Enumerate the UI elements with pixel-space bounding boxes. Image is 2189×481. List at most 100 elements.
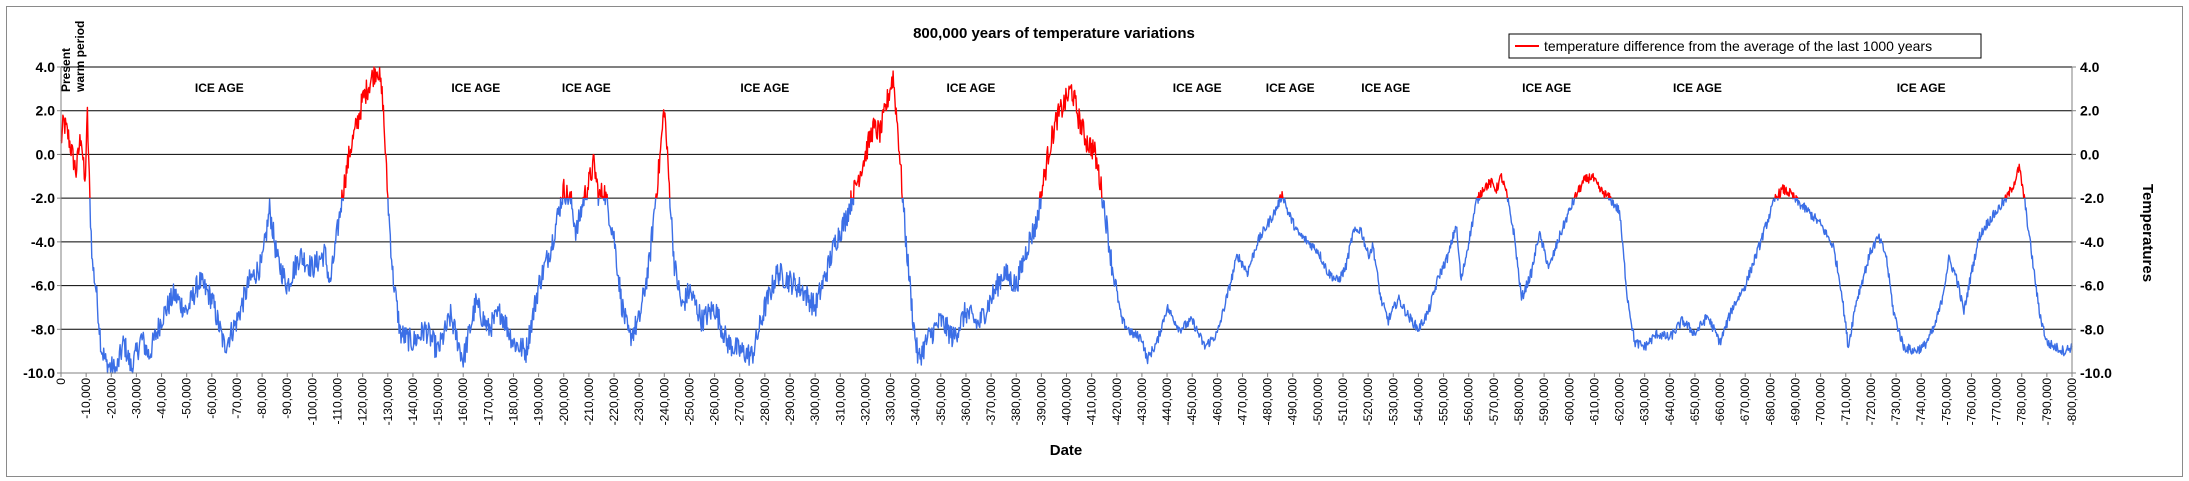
x-tick-label: -180,000 bbox=[506, 378, 520, 426]
cold-segment-45 bbox=[1476, 198, 1480, 204]
x-tick-label: -80,000 bbox=[255, 378, 269, 419]
x-tick-label: -170,000 bbox=[481, 378, 495, 426]
x-tick-label: -700,000 bbox=[1814, 378, 1828, 426]
x-tick-label: -650,000 bbox=[1688, 378, 1702, 426]
x-tick-label: -360,000 bbox=[959, 378, 973, 426]
x-tick-label: -630,000 bbox=[1638, 378, 1652, 426]
warm-segment-60 bbox=[1777, 184, 1794, 199]
x-tick-label: -300,000 bbox=[808, 378, 822, 426]
x-tick-label: -120,000 bbox=[356, 378, 370, 426]
warm-segment-4 bbox=[342, 66, 389, 199]
cold-segment-1 bbox=[89, 198, 343, 374]
y-tick-label-left: 0.0 bbox=[36, 146, 56, 162]
x-tick-label: -310,000 bbox=[833, 378, 847, 426]
x-tick-label: -90,000 bbox=[280, 378, 294, 419]
legend: temperature difference from the average … bbox=[1508, 33, 1982, 59]
x-tick-label: -610,000 bbox=[1587, 378, 1601, 426]
x-tick-label: -660,000 bbox=[1713, 378, 1727, 426]
cold-segment-19 bbox=[585, 197, 588, 201]
x-tick-label: -680,000 bbox=[1763, 378, 1777, 426]
ice-age-label: ICE AGE bbox=[562, 81, 611, 95]
warm-segment-0 bbox=[60, 106, 91, 199]
x-tick-label: -420,000 bbox=[1110, 378, 1124, 426]
y-tick-label-right: -6.0 bbox=[2080, 278, 2104, 294]
x-tick-label: -470,000 bbox=[1235, 378, 1249, 426]
x-tick-label: -370,000 bbox=[984, 378, 998, 426]
cold-segment-21 bbox=[597, 198, 600, 207]
x-tick-label: -550,000 bbox=[1437, 378, 1451, 426]
x-tick-label: -60,000 bbox=[205, 378, 219, 419]
warm-segment-46 bbox=[1477, 191, 1480, 199]
warm-segment-62 bbox=[1792, 192, 1796, 199]
cold-segment-49 bbox=[1506, 198, 1576, 301]
warm-segment-52 bbox=[1603, 190, 1610, 199]
y-tick-label-right: 4.0 bbox=[2080, 59, 2100, 75]
warm-segment-54 bbox=[1608, 192, 1611, 199]
x-tick-labels: 0 -10,000 -20,000 -30,000 -40,000 -50,000 -60,… bbox=[54, 373, 2079, 425]
x-tick-label: -250,000 bbox=[682, 378, 696, 426]
warm-segment-22 bbox=[598, 182, 604, 199]
warm-segment-18 bbox=[583, 184, 587, 199]
x-tick-label: -340,000 bbox=[909, 378, 923, 426]
x-tick-label: -530,000 bbox=[1386, 378, 1400, 426]
cold-segment-35 bbox=[901, 197, 1041, 366]
x-tick-label: -240,000 bbox=[657, 378, 671, 426]
x-tick-label: -570,000 bbox=[1487, 378, 1501, 426]
x-tick-label: -690,000 bbox=[1788, 378, 1802, 426]
y-tick-label-left: -10.0 bbox=[23, 365, 55, 381]
x-tick-label: -270,000 bbox=[733, 378, 747, 426]
y-tick-label-left: -2.0 bbox=[31, 190, 55, 206]
x-tick-label: -70,000 bbox=[230, 378, 244, 419]
warm-segment-42 bbox=[1280, 190, 1284, 199]
y-axis-title-right: Temperatures bbox=[2139, 184, 2156, 282]
x-tick-label: -800,000 bbox=[2065, 378, 2079, 426]
x-tick-label: -190,000 bbox=[532, 378, 546, 426]
y-tick-label-left: -6.0 bbox=[31, 278, 55, 294]
x-tick-label: -130,000 bbox=[381, 378, 395, 426]
y-tick-labels-left: 4.0 2.0 0.0 -2.0 -4.0 -6.0 -8.0 -10.0 bbox=[23, 59, 55, 381]
x-tick-label: -20,000 bbox=[104, 378, 118, 419]
x-tick-label: -400,000 bbox=[1060, 378, 1074, 426]
warm-segment-26 bbox=[604, 191, 608, 199]
x-tick-label: -760,000 bbox=[1964, 378, 1978, 426]
x-tick-label: -490,000 bbox=[1286, 378, 1300, 426]
y-tick-label-right: -2.0 bbox=[2080, 190, 2104, 206]
x-tick-label: -140,000 bbox=[406, 378, 420, 426]
warm-segment-10 bbox=[565, 184, 569, 199]
x-tick-label: -110,000 bbox=[331, 378, 345, 425]
ice-age-annotations: Present warm period ICE AGE ICE AGE ICE AGE I… bbox=[59, 21, 1946, 95]
x-tick-label: -290,000 bbox=[783, 378, 797, 426]
cold-segment-7 bbox=[560, 198, 564, 209]
x-tick-label: -510,000 bbox=[1336, 378, 1350, 426]
y-tick-label-left: -8.0 bbox=[31, 321, 55, 337]
warm-segment-24 bbox=[603, 184, 606, 199]
cold-segment-41 bbox=[1279, 198, 1283, 203]
warm-segment-70 bbox=[2005, 163, 2026, 199]
x-tick-label: -730,000 bbox=[1889, 378, 1903, 426]
x-tick-label: -580,000 bbox=[1512, 378, 1526, 426]
temperature-line bbox=[60, 66, 2073, 374]
x-axis-title: Date bbox=[1050, 442, 1083, 459]
warm-segment-8 bbox=[562, 178, 566, 199]
cold-segment-17 bbox=[582, 198, 585, 207]
y-tick-label-right: -4.0 bbox=[2080, 234, 2104, 250]
ice-age-label: ICE AGE bbox=[947, 81, 996, 95]
x-tick-label: -600,000 bbox=[1562, 378, 1576, 426]
warm-segment-36 bbox=[1038, 191, 1041, 199]
warm-segment-12 bbox=[568, 191, 572, 199]
legend-box bbox=[1508, 33, 1982, 59]
ice-age-label: ICE AGE bbox=[195, 81, 244, 95]
x-tick-label: -220,000 bbox=[607, 378, 621, 426]
x-tick-label: -620,000 bbox=[1613, 378, 1627, 426]
warm-segment-34 bbox=[852, 70, 903, 199]
x-tick-label: -790,000 bbox=[2040, 378, 2054, 426]
x-tick-label: -410,000 bbox=[1085, 378, 1099, 426]
x-tick-label: -640,000 bbox=[1663, 378, 1677, 426]
x-tick-label: -540,000 bbox=[1411, 378, 1425, 426]
x-tick-label: -430,000 bbox=[1135, 378, 1149, 426]
cold-segment-59 bbox=[1776, 197, 1779, 201]
warm-segment-38 bbox=[1040, 84, 1103, 199]
cold-segment-11 bbox=[566, 197, 570, 206]
x-tick-label: -710,000 bbox=[1839, 378, 1853, 426]
cold-segment-27 bbox=[606, 198, 657, 347]
